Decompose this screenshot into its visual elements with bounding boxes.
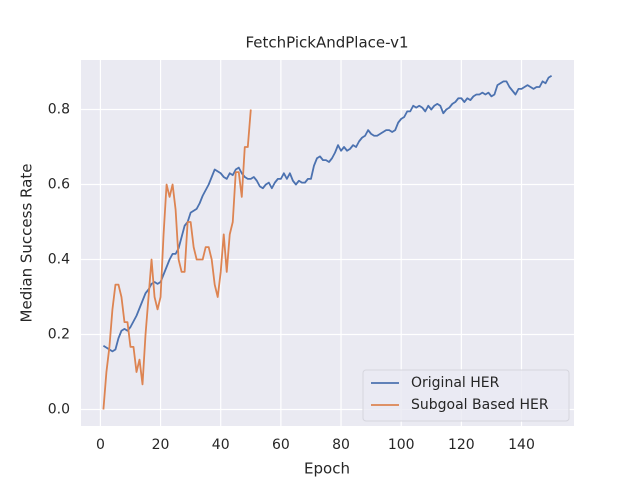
y-tick-label: 0.0 (48, 402, 70, 418)
x-tick-label: 80 (332, 437, 350, 453)
grid (81, 60, 574, 426)
legend-label: Original HER (411, 375, 500, 391)
legend-label: Subgoal Based HER (411, 397, 549, 413)
x-tick-label: 40 (212, 437, 230, 453)
legend: Original HER Subgoal Based HER (362, 369, 570, 422)
y-tick-label: 0.6 (48, 177, 70, 193)
x-tick-label: 0 (96, 437, 105, 453)
x-axis-label: Epoch (304, 460, 350, 478)
y-axis-label: Median Success Rate (18, 164, 36, 323)
x-tick-label: 100 (388, 437, 415, 453)
chart-title: FetchPickAndPlace-v1 (245, 34, 408, 52)
x-tick-label: 120 (448, 437, 475, 453)
x-tick-label: 20 (152, 437, 170, 453)
x-tick-label: 140 (508, 437, 535, 453)
x-tick-label: 60 (272, 437, 290, 453)
series-line (102, 109, 252, 410)
legend-box (362, 369, 570, 422)
y-tick-label: 0.4 (48, 252, 70, 268)
y-tick-label: 0.8 (48, 102, 70, 118)
lines (102, 74, 553, 410)
y-tick-label: 0.2 (48, 327, 70, 343)
